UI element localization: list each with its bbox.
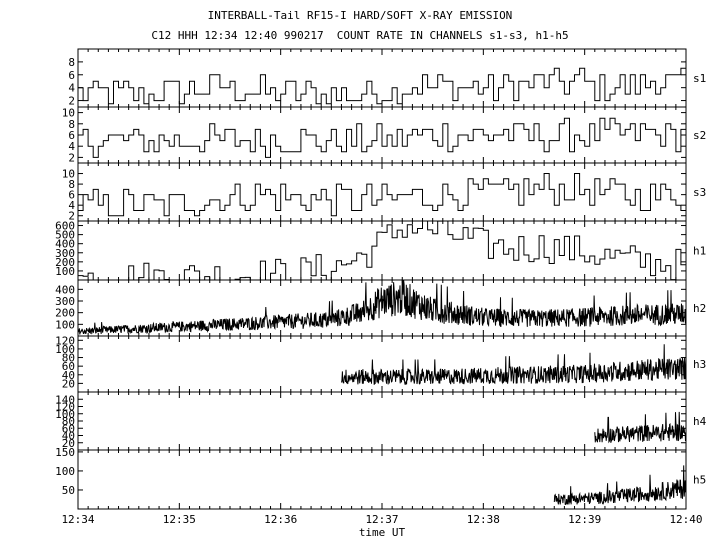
series-s3 (78, 173, 686, 217)
series-h5 (553, 465, 687, 505)
ytick-label-h5: 100 (55, 465, 75, 478)
panel-frame-h5 (77, 449, 687, 510)
series-s2 (78, 117, 686, 158)
ytick-label-s3: 2 (68, 210, 75, 223)
xtick-label: 12:35 (163, 513, 196, 526)
xtick-label: 12:38 (467, 513, 500, 526)
ytick-label-h3: 40 (62, 369, 75, 382)
xtick-label: 12:34 (61, 513, 94, 526)
series-h2 (77, 279, 687, 335)
ytick-label-h1: 500 (55, 229, 75, 242)
ytick-label-s1: 2 (68, 95, 75, 108)
ytick-label-s1: 4 (68, 82, 75, 95)
xtick-label: 12:36 (264, 513, 297, 526)
ytick-label-h2: 100 (55, 318, 75, 331)
xtick-label: 12:37 (365, 513, 398, 526)
ytick-label-s3: 4 (68, 199, 75, 212)
panel-frame-h1 (77, 220, 687, 281)
ytick-label-h3: 100 (55, 343, 75, 356)
ytick-label-h4: 120 (55, 401, 75, 414)
chart-subtitle: C12 HHH 12:34 12:40 990217 COUNT RATE IN… (151, 29, 569, 42)
ytick-label-s2: 8 (68, 118, 75, 131)
ytick-label-h4: 20 (62, 437, 75, 450)
ytick-label-s2: 10 (62, 107, 75, 120)
ytick-label-s2: 2 (68, 151, 75, 164)
ytick-label-h1: 100 (55, 265, 75, 278)
ytick-label-h3: 120 (55, 334, 75, 347)
channel-label-h1: h1 (693, 245, 706, 258)
ytick-label-s3: 6 (68, 189, 75, 202)
ytick-label-h2: 400 (55, 283, 75, 296)
series-h4 (594, 411, 687, 444)
ytick-label-s3: 8 (68, 178, 75, 191)
ytick-label-h4: 140 (55, 393, 75, 406)
ytick-label-h3: 20 (62, 377, 75, 390)
channel-label-h2: h2 (693, 302, 706, 315)
ytick-label-h2: 200 (55, 307, 75, 320)
ytick-label-h1: 600 (55, 220, 75, 233)
xtick-label: 12:40 (669, 513, 702, 526)
ytick-label-h4: 80 (62, 415, 75, 428)
ytick-label-s2: 6 (68, 129, 75, 142)
series-h3 (341, 344, 687, 385)
ytick-label-h1: 400 (55, 238, 75, 251)
ytick-label-h3: 60 (62, 360, 75, 373)
ytick-label-h4: 40 (62, 430, 75, 443)
channel-label-h3: h3 (693, 358, 706, 371)
series-h1 (78, 220, 686, 281)
ytick-label-s1: 6 (68, 69, 75, 82)
chart-title: INTERBALL-Tail RF15-I HARD/SOFT X-RAY EM… (207, 9, 513, 22)
ytick-label-s3: 10 (62, 168, 75, 181)
ytick-label-s2: 4 (68, 140, 75, 153)
xtick-label: 12:39 (568, 513, 601, 526)
ytick-label-h3: 80 (62, 352, 75, 365)
ytick-label-h4: 60 (62, 422, 75, 435)
ytick-label-h4: 100 (55, 408, 75, 421)
ytick-label-h1: 200 (55, 256, 75, 269)
ytick-label-h2: 300 (55, 295, 75, 308)
ytick-label-h5: 50 (62, 484, 75, 497)
ytick-label-h1: 300 (55, 247, 75, 260)
x-axis-label: time UT (359, 526, 406, 539)
channel-label-s1: s1 (693, 72, 706, 85)
channel-label-s2: s2 (693, 129, 706, 142)
series-s1 (78, 67, 686, 105)
channel-label-h5: h5 (693, 474, 706, 487)
channel-label-s3: s3 (693, 186, 706, 199)
ytick-label-h5: 150 (55, 446, 75, 459)
channel-label-h4: h4 (693, 415, 707, 428)
ytick-label-s1: 8 (68, 56, 75, 69)
